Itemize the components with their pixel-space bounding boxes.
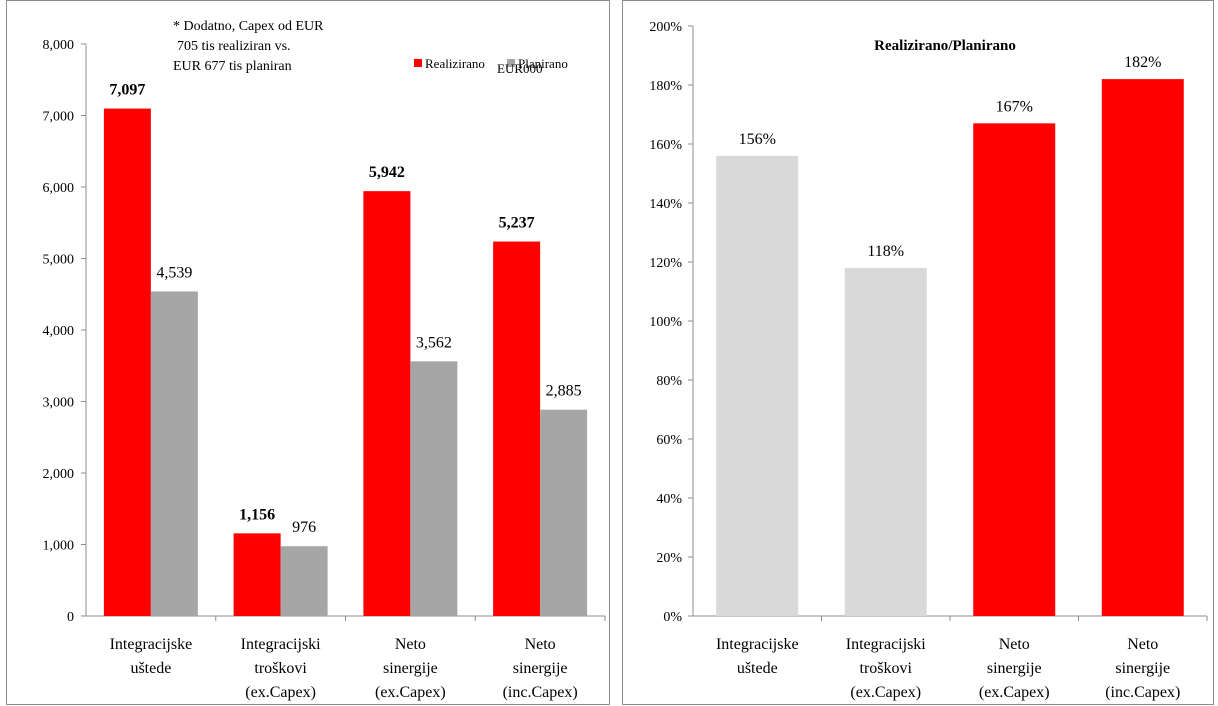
x-category-label: (ex.Capex) <box>245 684 316 701</box>
x-category-label: sinergije <box>987 660 1042 677</box>
x-category-label: (inc.Capex) <box>1105 684 1180 701</box>
unit-label: EUR000 <box>497 61 543 76</box>
y-tick-label: 6,000 <box>43 181 75 196</box>
bar-realizirano <box>493 241 541 616</box>
data-label-realizirano: 5,237 <box>499 215 535 232</box>
capex-note-line-2: 705 tis realiziran vs. <box>177 39 291 54</box>
x-category-label: (inc.Capex) <box>503 684 578 701</box>
x-category-label: sinergije <box>513 660 568 677</box>
x-category-label: uštede <box>130 660 171 677</box>
ratio-data-label: 167% <box>996 98 1033 115</box>
y-tick-label: 8,000 <box>43 38 75 53</box>
y-tick-label: 3,000 <box>43 396 75 411</box>
capex-note: * Dodatno, Capex od EUR 705 tis realizir… <box>173 17 323 77</box>
y-tick-label: 160% <box>649 138 682 153</box>
y-tick-label: 0% <box>663 610 682 625</box>
chart-panel-absolute: 0 1,000 2,000 3,000 4,000 5,000 6,000 7,000 8,00… <box>6 0 610 705</box>
data-label-realizirano: 1,156 <box>239 506 275 523</box>
bar-planirano <box>150 291 198 616</box>
ratio-data-label: 156% <box>739 131 776 148</box>
y-tick-label: 60% <box>656 433 682 448</box>
y-tick-label: 0 <box>67 610 74 625</box>
ratio-chart: Realizirano/Planirano 0% 20% 40% 60% 80% 100% 1… <box>649 20 1208 701</box>
data-label-realizirano: 5,942 <box>369 164 405 181</box>
capex-note-line-3: EUR 677 tis planiran <box>173 59 292 74</box>
bar-realizirano <box>103 108 151 616</box>
legend-swatch-planirano <box>507 59 515 67</box>
x-category-label: troškovi <box>254 660 307 677</box>
y-tick-label: 4,000 <box>43 324 75 339</box>
legend-label-realizirano: Realizirano <box>425 56 485 71</box>
y-tick-label: 7,000 <box>43 110 75 125</box>
x-category-label: Neto <box>395 636 426 653</box>
y-tick-label: 200% <box>649 20 682 35</box>
x-category-label: uštede <box>737 660 778 677</box>
capex-note-line-1: * Dodatno, Capex od EUR <box>173 19 324 34</box>
bar-realizirano <box>363 191 411 616</box>
ratio-data-label: 118% <box>867 243 904 260</box>
x-category-label: Neto <box>1127 636 1158 653</box>
y-tick-label: 2,000 <box>43 467 75 482</box>
ratio-bar <box>973 123 1056 616</box>
x-category-label: troškovi <box>860 660 913 677</box>
legend-swatch-realizirano <box>414 59 422 67</box>
absolute-values-chart: 0 1,000 2,000 3,000 4,000 5,000 6,000 7,000 8,00… <box>43 38 606 701</box>
x-category-label: Integracijske <box>716 636 799 653</box>
x-category-label: sinergije <box>383 660 438 677</box>
x-category-label: Integracijski <box>846 636 927 653</box>
chart-title: Realizirano/Planirano <box>874 38 1016 54</box>
data-label-planirano: 4,539 <box>156 264 192 281</box>
x-category-label: Neto <box>999 636 1030 653</box>
data-label-realizirano: 7,097 <box>109 82 145 99</box>
y-tick-label: 140% <box>649 197 682 212</box>
y-tick-label: 100% <box>649 315 682 330</box>
x-category-label: (ex.Capex) <box>979 684 1050 701</box>
bar-planirano <box>280 546 328 616</box>
ratio-data-label: 182% <box>1124 54 1161 71</box>
ratio-bar <box>1101 79 1184 617</box>
y-tick-label: 1,000 <box>43 539 75 554</box>
data-label-planirano: 976 <box>292 519 316 536</box>
x-category-label: sinergije <box>1115 660 1170 677</box>
y-tick-label: 180% <box>649 79 682 94</box>
data-label-planirano: 3,562 <box>416 334 452 351</box>
x-category-label: (ex.Capex) <box>850 684 921 701</box>
x-category-label: Neto <box>525 636 556 653</box>
bar-planirano <box>540 409 588 616</box>
bar-planirano <box>410 361 458 616</box>
x-category-label: Integracijski <box>241 636 322 653</box>
y-tick-label: 120% <box>649 256 682 271</box>
legend-label-planirano: Planirano <box>518 56 568 71</box>
data-label-planirano: 2,885 <box>546 383 582 400</box>
ratio-bar <box>716 155 799 617</box>
x-category-label: Integracijske <box>110 636 193 653</box>
y-tick-label: 80% <box>656 374 682 389</box>
chart-panel-ratio: Realizirano/Planirano 0% 20% 40% 60% 80% 100% 1… <box>622 0 1214 705</box>
bar-realizirano <box>233 533 281 616</box>
x-category-label: (ex.Capex) <box>375 684 446 701</box>
y-tick-label: 5,000 <box>43 253 75 268</box>
y-tick-label: 40% <box>656 492 682 507</box>
y-tick-label: 20% <box>656 551 682 566</box>
ratio-bar <box>844 267 927 616</box>
